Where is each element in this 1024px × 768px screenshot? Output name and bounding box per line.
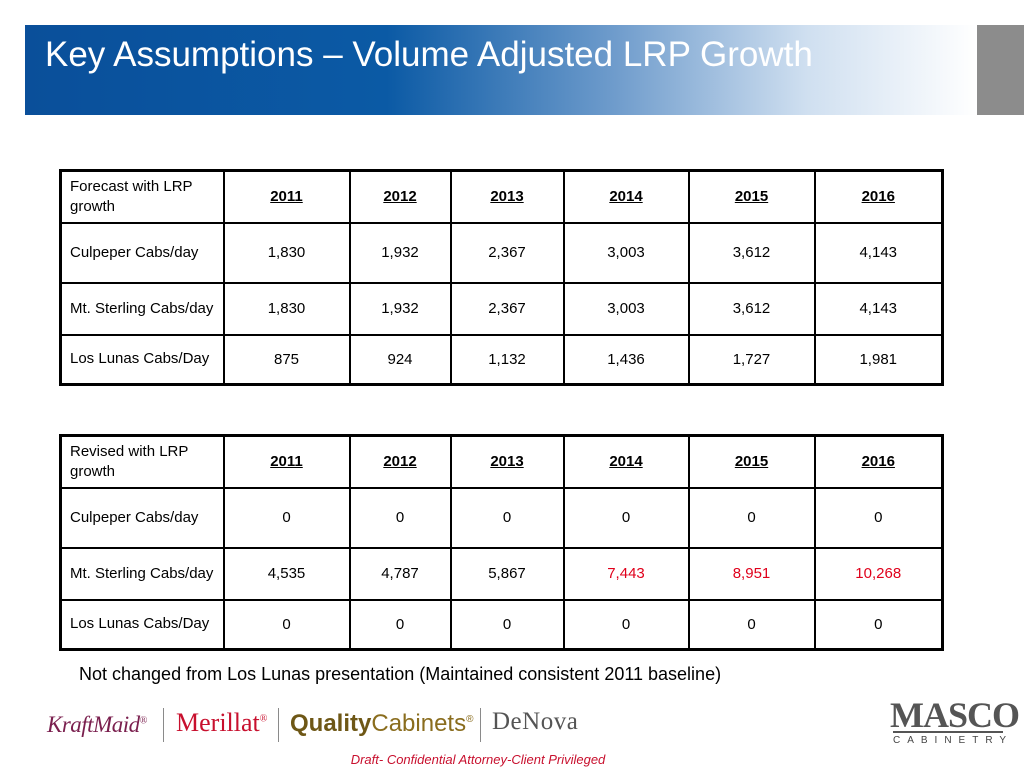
year-header: 2012 xyxy=(348,434,452,489)
brand-separator xyxy=(278,708,279,742)
table-cell: 0 xyxy=(687,486,816,549)
table-cell: 875 xyxy=(222,333,351,386)
table-cell: 3,612 xyxy=(687,281,816,336)
table-cell: 0 xyxy=(222,486,351,549)
row-label: Mt. Sterling Cabs/day xyxy=(59,281,225,336)
kraftmaid-wordmark: KraftMaid xyxy=(47,712,140,737)
table-cell: 0 xyxy=(449,598,565,651)
slide-title: Key Assumptions – Volume Adjusted LRP Gr… xyxy=(45,35,813,74)
table-cell: 4,787 xyxy=(348,546,452,601)
table-cell: 0 xyxy=(687,598,816,651)
table-cell: 1,830 xyxy=(222,221,351,284)
year-header: 2016 xyxy=(813,169,944,224)
brand-separator xyxy=(480,708,481,742)
masco-logo: MASCO xyxy=(890,695,1020,735)
row-label: Mt. Sterling Cabs/day xyxy=(59,546,225,601)
revised-table: Revised with LRP growth 2011 2012 2013 2… xyxy=(59,434,944,651)
denova-wordmark: DeNova xyxy=(492,708,579,735)
year-header: 2015 xyxy=(687,169,816,224)
table-cell: 0 xyxy=(348,486,452,549)
quality-cabinets-logo: QualityCabinets® xyxy=(290,710,473,738)
row-label: Culpeper Cabs/day xyxy=(59,486,225,549)
row-label: Los Lunas Cabs/Day xyxy=(59,598,225,651)
year-header: 2011 xyxy=(222,169,351,224)
table-row: Culpeper Cabs/day 1,830 1,932 2,367 3,00… xyxy=(59,221,944,284)
forecast-table: Forecast with LRP growth 2011 2012 2013 … xyxy=(59,169,944,386)
year-header: 2015 xyxy=(687,434,816,489)
table-cell: 0 xyxy=(222,598,351,651)
table-row: Mt. Sterling Cabs/day 4,535 4,787 5,867 … xyxy=(59,546,944,601)
table-header-row: Revised with LRP growth 2011 2012 2013 2… xyxy=(59,434,944,489)
table-cell: 3,003 xyxy=(562,281,690,336)
table-cell: 1,727 xyxy=(687,333,816,386)
table-cell: 1,981 xyxy=(813,333,944,386)
highlighted-cell: 8,951 xyxy=(687,546,816,601)
logo-rule xyxy=(893,731,1003,733)
quality-wordmark: Quality xyxy=(290,710,372,737)
table-row: Mt. Sterling Cabs/day 1,830 1,932 2,367 … xyxy=(59,281,944,336)
registered-mark: ® xyxy=(259,713,268,725)
row-label: Culpeper Cabs/day xyxy=(59,221,225,284)
table-cell: 1,932 xyxy=(348,221,452,284)
cabinets-wordmark: Cabinets xyxy=(371,710,467,737)
table-cell: 0 xyxy=(562,598,690,651)
masco-subtitle: CABINETRY xyxy=(893,735,1014,746)
table-cell: 0 xyxy=(562,486,690,549)
highlighted-cell: 7,443 xyxy=(562,546,690,601)
registered-mark: ® xyxy=(139,715,148,727)
table-cell: 3,612 xyxy=(687,221,816,284)
table-cell: 4,535 xyxy=(222,546,351,601)
table-header-row: Forecast with LRP growth 2011 2012 2013 … xyxy=(59,169,944,224)
table-cell: 4,143 xyxy=(813,281,944,336)
baseline-note: Not changed from Los Lunas presentation … xyxy=(79,664,722,684)
year-header: 2011 xyxy=(222,434,351,489)
table-cell: 1,132 xyxy=(449,333,565,386)
table-cell: 4,143 xyxy=(813,221,944,284)
table-cell: 3,003 xyxy=(562,221,690,284)
year-header: 2014 xyxy=(562,169,690,224)
title-banner: Key Assumptions – Volume Adjusted LRP Gr… xyxy=(25,25,977,115)
year-header: 2014 xyxy=(562,434,690,489)
merillat-logo: Merillat® xyxy=(176,708,267,738)
table-cell: 0 xyxy=(348,598,452,651)
table-row: Culpeper Cabs/day 0 0 0 0 0 0 xyxy=(59,486,944,549)
table-header-label: Forecast with LRP growth xyxy=(59,169,225,224)
brand-separator xyxy=(163,708,164,742)
table-cell: 0 xyxy=(813,598,944,651)
merillat-wordmark: Merillat xyxy=(176,708,260,737)
corner-block xyxy=(977,25,1024,115)
denova-logo: DeNova xyxy=(492,708,578,736)
table-row: Los Lunas Cabs/Day 875 924 1,132 1,436 1… xyxy=(59,333,944,386)
confidential-footer: Draft- Confidential Attorney-Client Priv… xyxy=(350,752,606,767)
table-cell: 2,367 xyxy=(449,281,565,336)
table-cell: 0 xyxy=(449,486,565,549)
registered-mark: ® xyxy=(466,714,474,725)
table-cell: 2,367 xyxy=(449,221,565,284)
highlighted-cell: 10,268 xyxy=(813,546,944,601)
year-header: 2016 xyxy=(813,434,944,489)
table-cell: 924 xyxy=(348,333,452,386)
table-cell: 1,830 xyxy=(222,281,351,336)
year-header: 2012 xyxy=(348,169,452,224)
row-label: Los Lunas Cabs/Day xyxy=(59,333,225,386)
table-row: Los Lunas Cabs/Day 0 0 0 0 0 0 xyxy=(59,598,944,651)
year-header: 2013 xyxy=(449,434,565,489)
table-cell: 0 xyxy=(813,486,944,549)
year-header: 2013 xyxy=(449,169,565,224)
table-cell: 1,932 xyxy=(348,281,452,336)
table-header-label: Revised with LRP growth xyxy=(59,434,225,489)
kraftmaid-logo: KraftMaid® xyxy=(47,712,147,738)
table-cell: 5,867 xyxy=(449,546,565,601)
table-cell: 1,436 xyxy=(562,333,690,386)
